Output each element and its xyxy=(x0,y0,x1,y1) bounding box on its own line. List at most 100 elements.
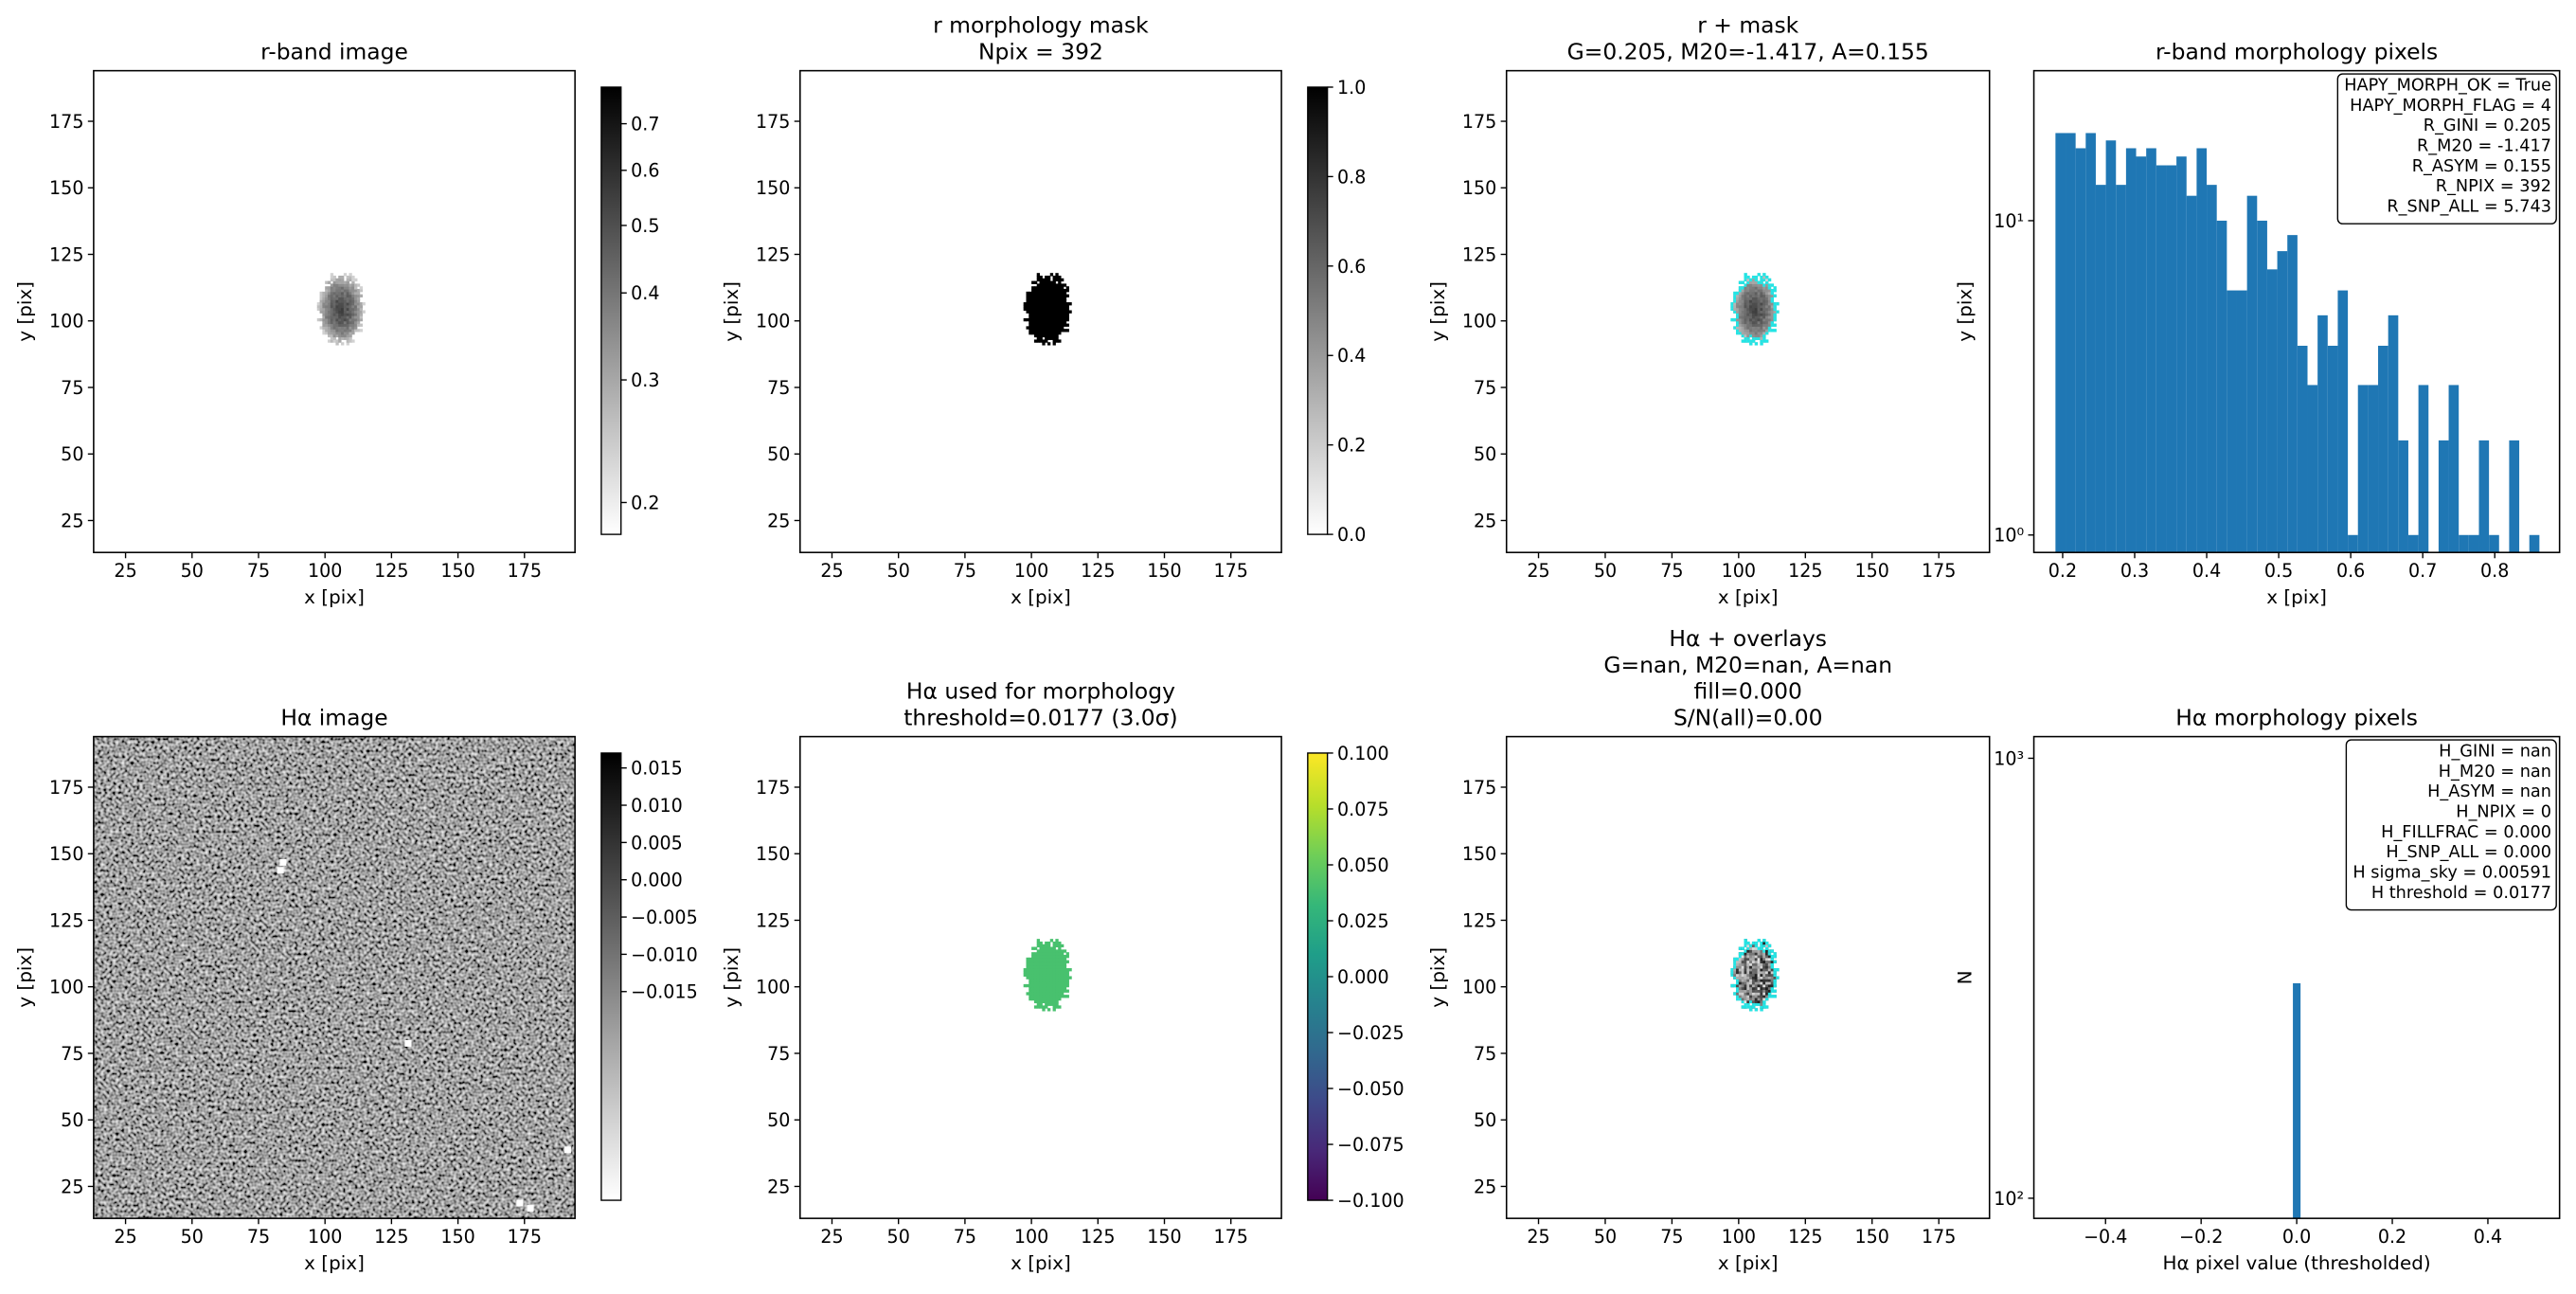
image-pixel xyxy=(1749,291,1753,296)
colorbar-tick-label: 0.5 xyxy=(631,216,659,237)
image-pixel xyxy=(1049,952,1054,956)
image-pixel xyxy=(1738,983,1743,988)
image-pixel xyxy=(319,310,323,314)
image-pixel xyxy=(1055,949,1059,953)
image-pixel xyxy=(1767,294,1772,297)
image-pixel xyxy=(1042,952,1046,956)
image-pixel xyxy=(1055,315,1059,319)
image-pixel xyxy=(1741,333,1745,338)
image-pixel xyxy=(332,291,336,296)
image-pixel xyxy=(1762,986,1766,991)
image-pixel xyxy=(1749,320,1753,325)
image-pixel xyxy=(1760,1002,1763,1006)
image-pixel xyxy=(1036,331,1041,335)
image-pixel xyxy=(354,278,358,282)
image xyxy=(93,736,576,1219)
image-pixel xyxy=(1055,339,1059,343)
image-pixel xyxy=(1744,317,1747,322)
image-pixel xyxy=(351,323,355,327)
image-pixel xyxy=(335,307,339,312)
image-pixel xyxy=(1042,286,1046,290)
image-pixel xyxy=(1063,965,1067,969)
image-pixel xyxy=(1762,315,1766,319)
image-pixel xyxy=(325,307,329,312)
image-pixel xyxy=(1744,962,1747,966)
image-pixel xyxy=(338,326,342,330)
image-pixel xyxy=(1744,970,1747,975)
image-pixel xyxy=(1744,960,1747,963)
image-pixel xyxy=(1060,304,1064,309)
image-pixel xyxy=(325,302,329,306)
image-pixel xyxy=(1751,299,1756,303)
image-pixel xyxy=(1045,1005,1048,1009)
image-pixel xyxy=(1055,304,1059,309)
image-pixel xyxy=(1033,995,1038,998)
histogram-bar xyxy=(2196,148,2208,553)
colorbar-tick-label: 0.4 xyxy=(1337,346,1366,367)
image-pixel xyxy=(1749,329,1753,332)
image-pixel xyxy=(1060,307,1064,312)
image-pixel xyxy=(354,302,358,306)
image-pixel xyxy=(1031,968,1035,972)
image-pixel xyxy=(319,304,323,309)
image-pixel xyxy=(1744,302,1747,306)
axes-frame xyxy=(93,69,576,553)
image-pixel xyxy=(327,313,331,316)
image-pixel xyxy=(1052,315,1056,319)
image-pixel xyxy=(1055,1005,1059,1009)
histogram-bar xyxy=(2146,148,2156,553)
image-pixel xyxy=(1744,294,1747,297)
image-pixel xyxy=(332,286,336,290)
image-pixel xyxy=(1039,952,1043,956)
bright-pixel xyxy=(527,1205,534,1213)
image-pixel xyxy=(1042,999,1046,1004)
image-pixel xyxy=(1039,331,1043,335)
image-pixel xyxy=(1760,294,1763,297)
image-pixel xyxy=(1055,317,1059,322)
image-pixel xyxy=(346,302,349,306)
image-pixel xyxy=(1749,283,1753,287)
image-pixel xyxy=(1026,304,1029,309)
image-pixel xyxy=(1058,957,1062,962)
image-pixel xyxy=(1757,315,1761,319)
image-pixel xyxy=(1760,339,1763,343)
y-tick-label: 25 xyxy=(767,511,790,531)
image-pixel xyxy=(1036,323,1041,327)
image-pixel xyxy=(1770,307,1775,312)
image-pixel xyxy=(1060,952,1064,956)
image-pixel xyxy=(1055,278,1059,282)
colorbar-tick-label: 0.025 xyxy=(1337,911,1389,932)
image-pixel xyxy=(1746,952,1750,956)
image-pixel xyxy=(1749,323,1753,327)
image-pixel xyxy=(1046,986,1051,991)
axes-frame xyxy=(1505,69,1991,553)
image-pixel xyxy=(1765,995,1769,998)
image-pixel xyxy=(1741,946,1745,950)
image-pixel xyxy=(341,329,345,332)
image-pixel xyxy=(1746,323,1750,327)
image-pixel xyxy=(1049,297,1054,300)
image-pixel xyxy=(1767,291,1772,296)
image-pixel xyxy=(1052,342,1056,346)
image-pixel xyxy=(1754,952,1759,956)
x-tick-label: 150 xyxy=(440,561,474,582)
image-pixel xyxy=(1023,302,1028,306)
image-pixel xyxy=(338,313,342,316)
image-pixel xyxy=(1776,968,1780,972)
image-pixel xyxy=(1767,315,1772,319)
image-pixel xyxy=(1762,997,1766,1001)
image-pixel xyxy=(1036,283,1041,287)
image-pixel xyxy=(325,280,329,284)
image-pixel xyxy=(1029,992,1032,996)
x-tick-label: 75 xyxy=(1660,1227,1683,1248)
image-pixel xyxy=(1757,310,1761,314)
image-pixel xyxy=(1029,310,1032,314)
x-tick-label: 0.8 xyxy=(2480,561,2509,582)
image-pixel xyxy=(1744,995,1747,998)
image-pixel xyxy=(322,299,326,303)
image-pixel xyxy=(1749,999,1753,1004)
image-pixel xyxy=(1762,307,1766,312)
image-pixel xyxy=(1033,331,1038,335)
y-tick-label: 10⁰ xyxy=(1994,526,2024,547)
image-pixel xyxy=(1031,299,1035,303)
